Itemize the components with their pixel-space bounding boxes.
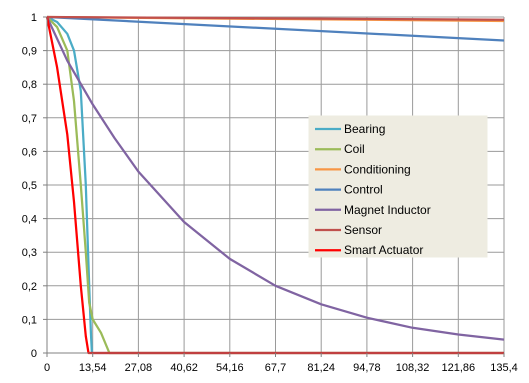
legend-label-bearing: Bearing [344,122,385,136]
x-tick-label: 121,86 [441,362,475,374]
series-line-sensor [46,15,505,21]
x-tick-label: 13,54 [79,362,107,374]
y-tick-label: 0,4 [22,214,37,226]
legend-label-coil: Coil [344,142,365,156]
y-tick-label: 0,6 [22,146,37,158]
series-line-bearing [46,15,504,355]
y-tick-label: 0,5 [22,180,37,192]
x-tick-label: 40,62 [170,362,198,374]
x-tick-label: 0 [44,362,50,374]
y-tick-label: 0,7 [22,113,37,125]
x-tick-label: 54,16 [216,362,244,374]
x-tick-label: 27,08 [125,362,153,374]
axes: 0 13,54 27,08 40,62 54,16 67,7 81,24 94,78 108,3… [22,12,518,374]
y-tick-label: 0,8 [22,79,37,91]
y-tick-label: 0,1 [22,314,37,326]
legend-label-conditioning: Conditioning [344,162,411,176]
x-tick-label: 94,78 [353,362,381,374]
legend: Bearing Coil Conditioning Control Magnet Ind… [308,115,488,258]
y-tick-label: 0,3 [22,247,37,259]
series-lines [45,15,505,355]
series-line-coil [46,16,504,355]
x-tick-label: 67,7 [265,362,286,374]
y-tick-label: 1 [31,12,37,24]
y-tick-label: 0,9 [22,46,37,58]
legend-box [308,115,488,258]
legend-label-magnet-inductor: Magnet Inductor [344,203,431,217]
series-line-smart-actuator [45,16,504,355]
series-line-control [46,15,505,42]
y-tick-label: 0 [31,348,37,360]
x-tick-label: 81,24 [307,362,335,374]
x-tick-label: 135,4 [490,362,518,374]
legend-label-control: Control [344,183,383,197]
legend-label-smart-actuator: Smart Actuator [344,243,423,257]
x-tick-label: 108,32 [396,362,430,374]
series-line-magnet-inductor [45,16,505,341]
legend-label-sensor: Sensor [344,223,382,237]
y-tick-label: 0,2 [22,281,37,293]
